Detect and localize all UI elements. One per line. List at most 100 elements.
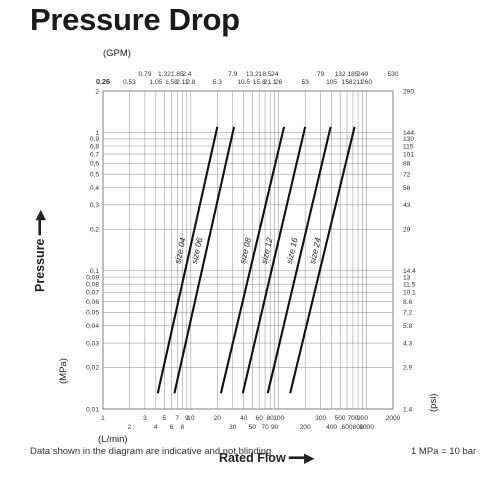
lmin-tick-label: 30 (229, 424, 237, 431)
gpm-tick-label: 5.3 (213, 79, 222, 86)
gpm-tick-label: 0.53 (123, 79, 136, 86)
lmin-tick-label: 300 (315, 415, 326, 422)
series-label: size 12 (259, 236, 275, 264)
disclaimer-note: Data shown in the diagram are indicative… (30, 446, 272, 457)
lmin-tick-label: 8 (181, 424, 185, 431)
lmin-tick-label: 9 (185, 415, 189, 422)
gpm-tick-label: 0.79 (138, 71, 151, 78)
lmin-tick-label: 1000 (359, 424, 374, 431)
gpm-tick-label: 1.05 (149, 79, 162, 86)
gpm-unit-label: (GPM) (103, 48, 131, 59)
gpm-tick-label: 211 (353, 79, 364, 86)
lmin-tick-label: 20 (214, 415, 222, 422)
lmin-tick-label: 800 (353, 424, 364, 431)
gpm-tick-label: 132 (335, 71, 346, 78)
unit-conversion-note: 1 MPa = 10 bar (411, 446, 477, 457)
lmin-tick-label: 1 (101, 415, 105, 422)
gpm-tick-label: 10.5 (237, 79, 250, 86)
mpa-tick-label: 0,5 (90, 172, 99, 179)
mpa-tick-label: 0,3 (90, 202, 99, 209)
mpa-tick-label: 0,04 (86, 323, 99, 330)
gpm-tick-label: 53 (301, 79, 309, 86)
lmin-tick-label: 600 (342, 424, 353, 431)
lmin-tick-label: 70 (261, 424, 269, 431)
series-line (219, 126, 286, 394)
lmin-tick-label: 4 (154, 424, 158, 431)
gpm-tick-label: 18.5 (259, 71, 272, 78)
lmin-tick-label: 500 (335, 415, 346, 422)
mpa-tick-label: 0,7 (90, 151, 99, 158)
psi-tick-label: 58 (403, 185, 411, 192)
mpa-tick-label: 0,1 (90, 268, 99, 275)
series-label: size 08 (237, 236, 253, 264)
mpa-tick-label: 1 (95, 130, 99, 137)
mpa-tick-label: 0,05 (86, 310, 99, 317)
series-label: size 04 (172, 236, 188, 264)
page-title: Pressure Drop (30, 2, 240, 37)
psi-tick-label: 10.1 (403, 290, 416, 297)
gpm-tick-label: 2.11 (176, 79, 189, 86)
mpa-tick-label: 0,07 (86, 290, 99, 297)
gpm-tick-label: 185 (347, 71, 358, 78)
mpa-tick-label: 0,06 (86, 299, 99, 306)
mpa-tick-label: 0,6 (90, 161, 99, 168)
mpa-tick-label: 0,9 (90, 136, 99, 143)
lmin-tick-label: 2 (128, 424, 132, 431)
series-line (241, 126, 307, 394)
mpa-tick-label: 0,4 (90, 185, 99, 192)
series-label: size 16 (284, 236, 300, 264)
lmin-tick-label: 200 (300, 424, 311, 431)
lmin-tick-label: 3 (143, 415, 147, 422)
psi-tick-label: 130 (403, 136, 414, 143)
psi-tick-label: 2.9 (403, 365, 412, 372)
psi-tick-label: 4.3 (403, 340, 412, 347)
lmin-tick-label: 80 (267, 415, 275, 422)
mpa-tick-label: 0,03 (86, 340, 99, 347)
series-line (156, 126, 219, 394)
gpm-tick-label: 26 (275, 79, 283, 86)
lmin-tick-label: 400 (326, 424, 337, 431)
psi-tick-label: 1.4 (403, 406, 412, 413)
gpm-tick-label: 240 (357, 71, 368, 78)
lmin-tick-label: 100 (273, 415, 284, 422)
series-line (173, 126, 236, 394)
mpa-tick-label: 0,8 (90, 143, 99, 150)
gpm-tick-label: 2.4 (182, 71, 191, 78)
lmin-tick-label: 900 (357, 415, 368, 422)
mpa-tick-label: 0,01 (86, 406, 99, 413)
psi-tick-label: 7.2 (403, 310, 412, 317)
gpm-tick-label: 530 (387, 71, 398, 78)
mpa-tick-label: 0,2 (90, 226, 99, 233)
lmin-tick-label: 10 (187, 415, 195, 422)
lmin-tick-label: 7 (175, 415, 179, 422)
psi-tick-label: 13 (403, 274, 411, 281)
psi-tick-label: 8.6 (403, 299, 412, 306)
psi-tick-label: 101 (403, 151, 414, 158)
psi-tick-label: 144 (403, 130, 414, 137)
gpm-tick-label: 13.2 (246, 71, 259, 78)
gpm-tick-label: 24 (271, 71, 279, 78)
gpm-tick-label: 105 (326, 79, 337, 86)
gpm-tick-label: 21.1 (264, 79, 277, 86)
psi-tick-label: 88 (403, 161, 411, 168)
gpm-tick-label: 1.85 (171, 71, 184, 78)
gpm-tick-label: 1.32 (158, 71, 171, 78)
gpm-tick-label: 158 (342, 79, 353, 86)
gpm-tick-label: 2.8 (186, 79, 195, 86)
gpm-tick-label: 7.9 (228, 71, 237, 78)
lmin-tick-label: 2000 (386, 415, 401, 422)
mpa-tick-label: 0,08 (86, 281, 99, 288)
series-line (289, 126, 356, 394)
mpa-tick-label: 0,09 (86, 274, 99, 281)
lmin-unit-label: (L/min) (98, 434, 128, 445)
lmin-tick-label: 50 (249, 424, 257, 431)
x-axis-title: Rated Flow ━━▶ (219, 450, 314, 465)
lmin-tick-label: 40 (240, 415, 248, 422)
lmin-tick-label: 5 (163, 415, 167, 422)
lmin-tick-label: 6 (170, 424, 174, 431)
gpm-tick-label: 15.8 (253, 79, 266, 86)
psi-tick-label: 72 (403, 172, 411, 179)
gpm-tick-label: 1.58 (165, 79, 178, 86)
psi-tick-label: 115 (403, 143, 414, 150)
